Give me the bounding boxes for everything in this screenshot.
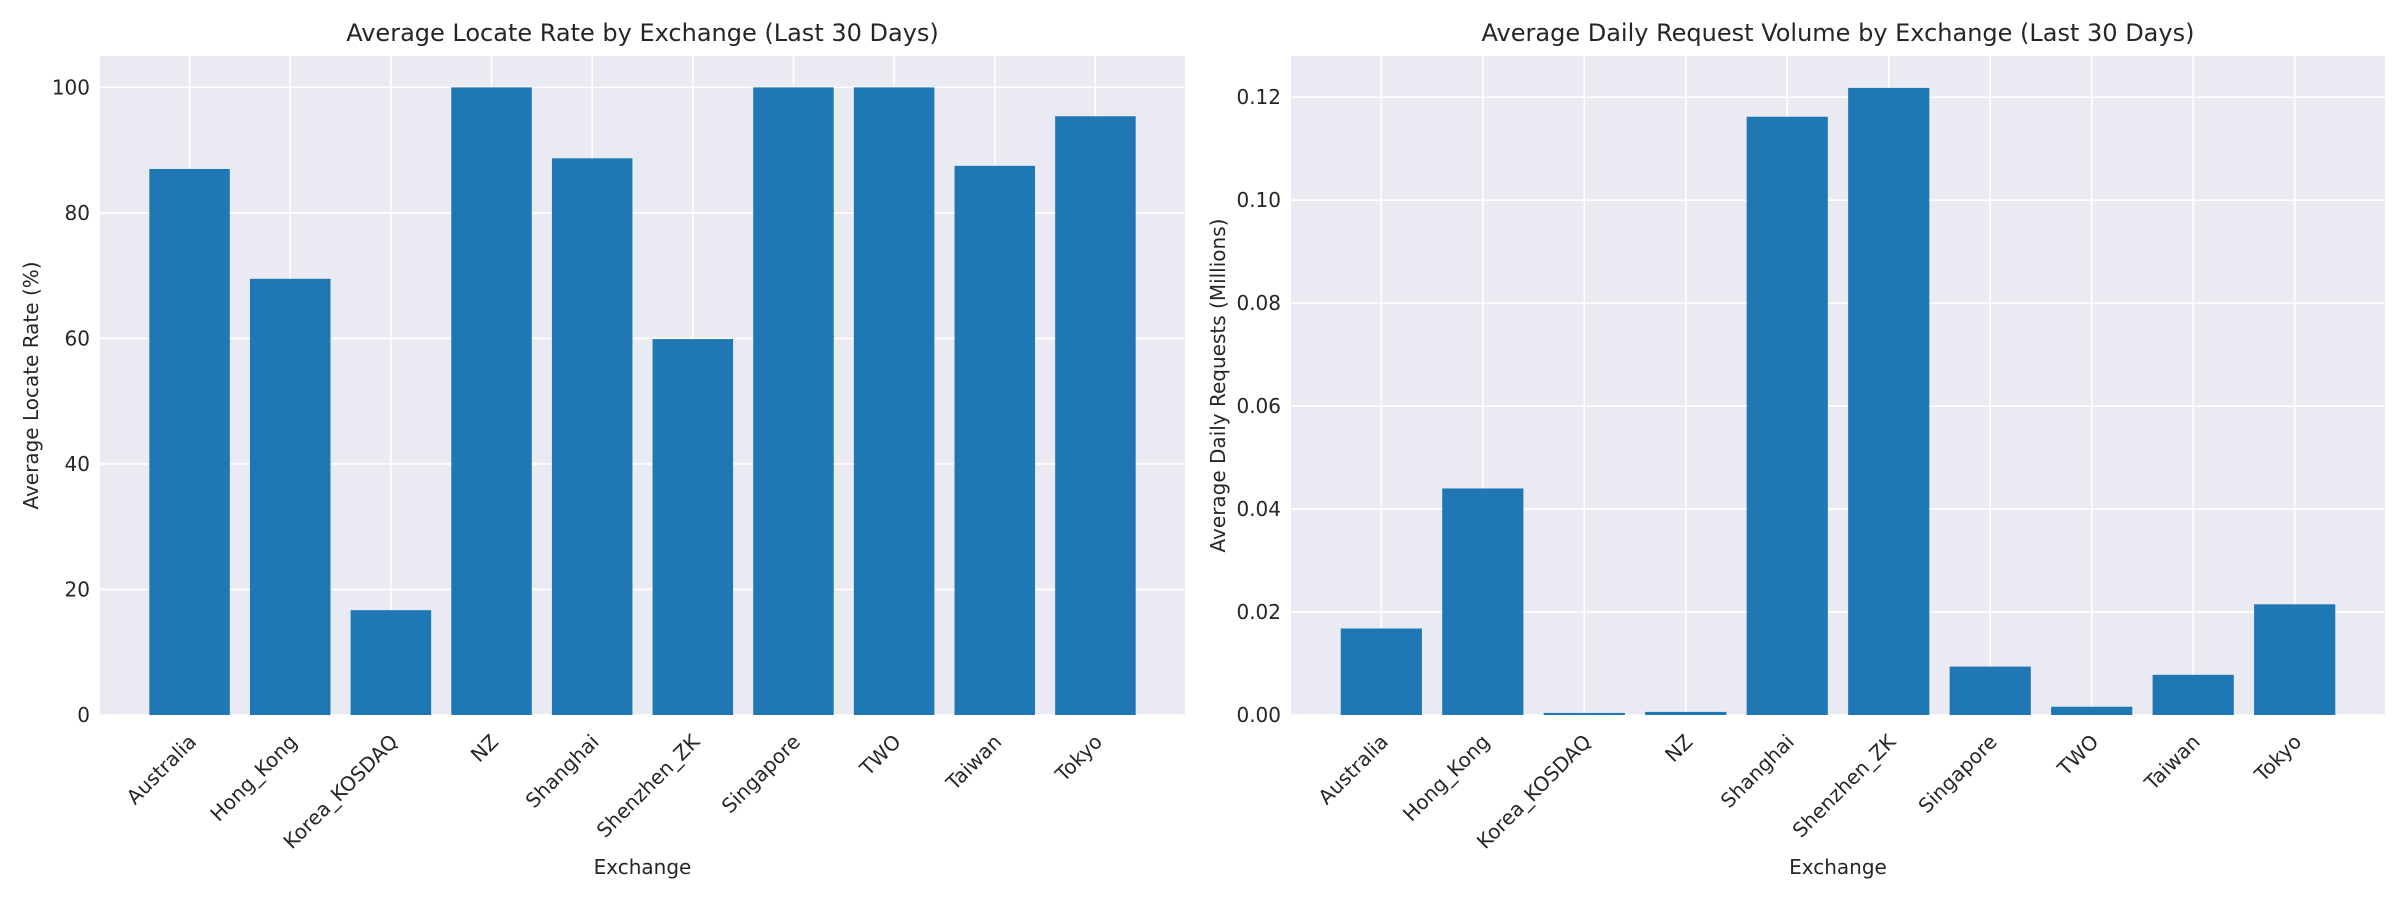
- x-tick-label: Taiwan: [2139, 730, 2205, 796]
- bar-two: [2051, 706, 2133, 715]
- locate-rate-chart: Average Locate Rate by Exchange (Last 30…: [19, 19, 1185, 879]
- x-tick-label: Shenzhen_ZK: [592, 729, 705, 842]
- y-tick-label: 80: [65, 201, 90, 225]
- y-tick-label: 20: [65, 577, 90, 601]
- bar-hong-kong: [1442, 488, 1524, 715]
- x-tick-label: Shenzhen_ZK: [1788, 729, 1901, 842]
- bar-shanghai: [551, 158, 633, 716]
- bars: [1340, 87, 2336, 716]
- bar-shenzhen-zk: [1848, 87, 1930, 716]
- y-tick-label: 0.12: [1236, 85, 1281, 109]
- x-tick-label: NZ: [466, 730, 503, 767]
- bar-korea-kosdaq: [350, 610, 432, 715]
- bar-taiwan: [954, 165, 1036, 716]
- y-tick-label: 100: [52, 75, 90, 99]
- y-tick-label: 60: [65, 326, 90, 350]
- y-axis-label: Average Locate Rate (%): [19, 261, 43, 509]
- x-tick-label: TWO: [854, 730, 905, 781]
- y-tick-label: 0.00: [1236, 703, 1281, 727]
- bar-singapore: [1949, 666, 2031, 715]
- bar-nz: [451, 87, 532, 715]
- x-tick-label: Tokyo: [1050, 730, 1107, 787]
- x-axis-label: Exchange: [1789, 855, 1887, 879]
- bar-korea-kosdaq: [1543, 712, 1625, 715]
- y-tick-label: 0.06: [1236, 394, 1281, 418]
- x-tick-label: Shanghai: [521, 730, 604, 813]
- bar-shanghai: [1746, 116, 1828, 715]
- y-tick-label: 0.02: [1236, 600, 1281, 624]
- request-volume-chart: Average Daily Request Volume by Exchange…: [1206, 19, 2385, 879]
- x-tick-label: TWO: [2052, 730, 2103, 781]
- bar-nz: [1645, 711, 1727, 715]
- bar-tokyo: [1055, 116, 1136, 716]
- chart-title: Average Locate Rate by Exchange (Last 30…: [346, 19, 939, 47]
- x-tick-label: Tokyo: [2249, 730, 2306, 787]
- grid-lines: [1291, 56, 2385, 716]
- bar-hong-kong: [249, 278, 331, 715]
- y-tick-label: 40: [65, 452, 90, 476]
- bar-australia: [1340, 628, 1422, 715]
- y-axis-label: Average Daily Requests (Millions): [1206, 219, 1230, 553]
- bar-taiwan: [2152, 674, 2234, 715]
- x-tick-label: Shanghai: [1716, 730, 1799, 813]
- y-tick-label: 0.10: [1236, 188, 1281, 212]
- x-tick-label: Taiwan: [941, 730, 1007, 796]
- bar-tokyo: [2254, 604, 2336, 715]
- y-tick-label: 0.08: [1236, 291, 1281, 315]
- bar-shenzhen-zk: [652, 339, 734, 715]
- x-tick-label: Hong_Kong: [1398, 730, 1494, 826]
- x-axis-label: Exchange: [594, 855, 692, 879]
- x-tick-label: Australia: [122, 730, 202, 810]
- bar-singapore: [753, 87, 834, 715]
- chart-title: Average Daily Request Volume by Exchange…: [1482, 19, 2195, 47]
- y-tick-label: 0.04: [1236, 497, 1281, 521]
- y-tick-label: 0: [77, 703, 90, 727]
- x-tick-label: Hong_Kong: [205, 730, 301, 826]
- bar-australia: [149, 168, 230, 715]
- x-tick-label: Australia: [1313, 730, 1393, 810]
- bar-two: [853, 87, 935, 715]
- bars: [149, 87, 1136, 716]
- x-tick-label: NZ: [1660, 730, 1697, 767]
- x-tick-label: Singapore: [717, 730, 805, 818]
- x-tick-label: Singapore: [1913, 730, 2001, 818]
